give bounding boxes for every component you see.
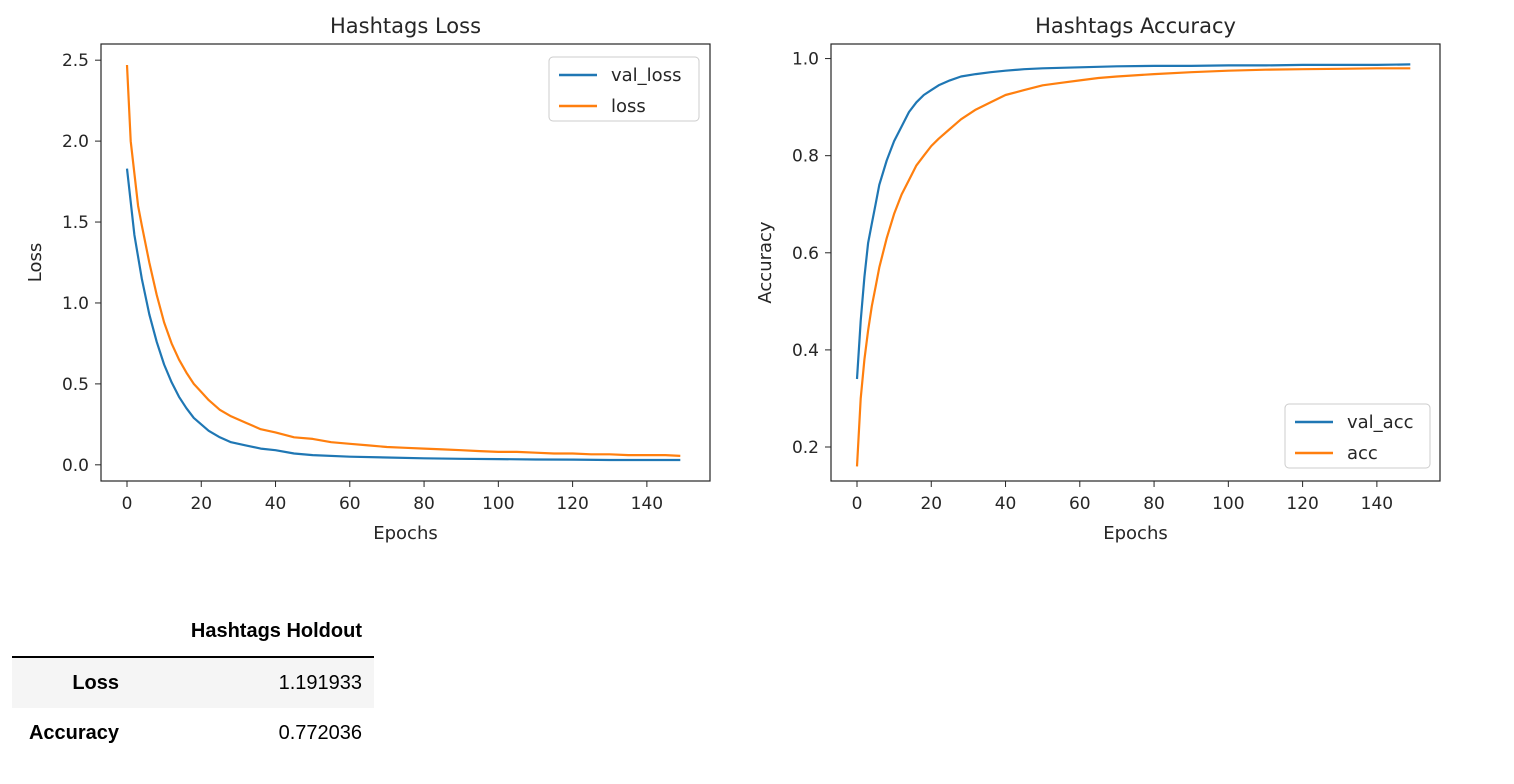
table-row-loss: Loss 1.191933 <box>12 657 374 708</box>
chart-2-title: Hashtags Accuracy <box>1035 14 1236 38</box>
chart-2-ytick-label: 0.6 <box>792 244 819 264</box>
chart-2-legend-label-val_acc: val_acc <box>1347 412 1414 433</box>
chart-1-ytick-label: 0.5 <box>62 375 89 395</box>
holdout-table-corner <box>12 606 131 658</box>
chart-2-xtick-label: 120 <box>1286 494 1318 514</box>
chart-1-xtick-label: 80 <box>413 494 435 514</box>
chart-2-xtick-label: 140 <box>1361 494 1393 514</box>
chart-2-xtick-label: 0 <box>852 494 863 514</box>
chart-1-ytick-label: 0.0 <box>62 456 89 476</box>
chart-2-ytick-label: 1.0 <box>792 50 819 70</box>
chart-2-ytick-label: 0.8 <box>792 147 819 167</box>
chart-2-series-acc <box>855 67 1411 467</box>
chart-1-series-loss <box>125 64 681 457</box>
chart-1-xtick-label: 140 <box>631 494 663 514</box>
chart-2-legend-label-acc: acc <box>1347 443 1378 464</box>
chart-1-plot-frame <box>100 43 711 482</box>
charts-canvas: 0 20 40 60 80 100 120 140 0.0 0.5 1.0 1.5 2.0 2.5 Hash… <box>25 14 1441 544</box>
chart-1-series-val_loss <box>125 168 681 462</box>
chart-1-ytick-label: 1.5 <box>62 213 89 233</box>
chart-1-ytick-label: 2.5 <box>62 51 89 71</box>
chart-2-xlabel: Epochs <box>1103 523 1168 544</box>
chart-2-ytick-label: 0.4 <box>792 341 819 361</box>
table-row-label: Accuracy <box>28 721 119 744</box>
chart-1-ytick-label: 1.0 <box>62 294 89 314</box>
chart-1-ylabel: Loss <box>25 243 46 282</box>
table-row-accuracy: Accuracy 0.772036 <box>12 708 374 758</box>
chart-1-legend-label-loss: loss <box>611 96 646 117</box>
chart-2-plot-frame <box>830 43 1441 482</box>
chart-1-xtick-label: 100 <box>482 494 514 514</box>
holdout-table: Hashtags Holdout Loss 1.191933 Accuracy … <box>12 606 374 758</box>
chart-2-xtick-label: 20 <box>920 494 942 514</box>
table-row-label: Loss <box>72 671 119 694</box>
chart-1: 0 20 40 60 80 100 120 140 0.0 0.5 1.0 1.5 2.0 2.5 Hash… <box>25 14 711 544</box>
chart-1-xtick-label: 20 <box>190 494 212 514</box>
table-row-value: 1.191933 <box>278 671 362 694</box>
chart-1-xlabel: Epochs <box>373 523 438 544</box>
chart-2-ylabel: Accuracy <box>755 221 776 304</box>
holdout-table-header: Hashtags Holdout <box>131 606 374 658</box>
chart-1-xtick-label: 40 <box>265 494 287 514</box>
chart-1-xtick-label: 60 <box>339 494 361 514</box>
chart-1-xtick-label: 120 <box>556 494 588 514</box>
chart-1-legend-label-val_loss: val_loss <box>611 65 681 86</box>
chart-2-ytick-label: 0.2 <box>792 438 819 458</box>
chart-2-series-val_acc <box>855 63 1411 380</box>
chart-1-ytick-label: 2.0 <box>62 132 89 152</box>
chart-1-xtick-label: 0 <box>122 494 133 514</box>
chart-2-xtick-label: 60 <box>1069 494 1091 514</box>
chart-1-title: Hashtags Loss <box>330 14 481 38</box>
chart-2-xtick-label: 80 <box>1143 494 1165 514</box>
chart-2-xtick-label: 40 <box>995 494 1017 514</box>
chart-2: 0 20 40 60 80 100 120 140 0.2 0.4 0.6 0.8 1.0 Hashtag… <box>755 14 1441 544</box>
table-row-value: 0.772036 <box>278 721 362 744</box>
chart-2-xtick-label: 100 <box>1212 494 1244 514</box>
holdout-table-header-row: Hashtags Holdout <box>12 606 374 658</box>
